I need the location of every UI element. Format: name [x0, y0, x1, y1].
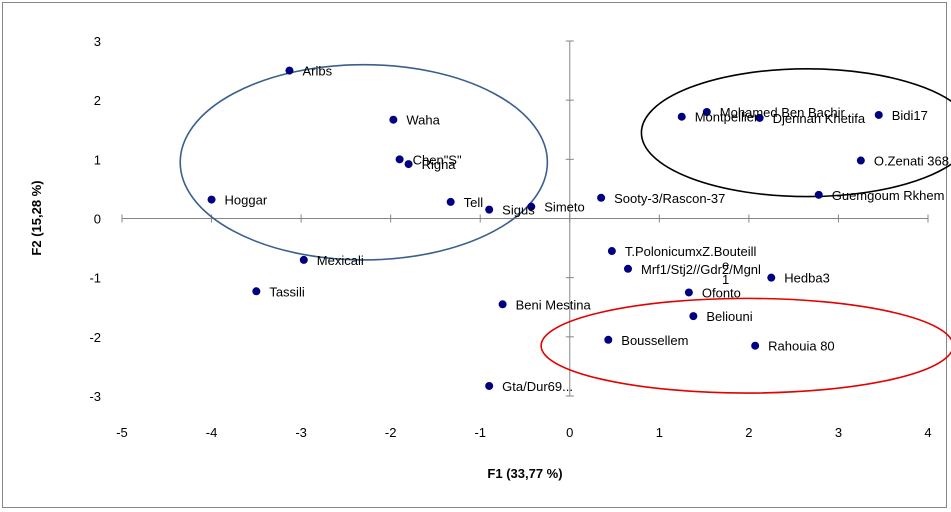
data-point	[677, 112, 686, 121]
data-point	[856, 156, 865, 165]
x-tick-label: 1	[656, 425, 663, 440]
cluster-ellipses	[179, 63, 951, 394]
data-point	[299, 255, 308, 264]
data-point	[702, 108, 711, 116]
data-point	[485, 205, 494, 214]
y-tick-label: -2	[89, 330, 101, 345]
point-label: Mohamed Ben Bachir	[720, 105, 846, 120]
cluster-ellipse	[179, 63, 549, 261]
data-point	[389, 115, 398, 124]
point-label: Guemgoum Rkhem	[832, 188, 945, 203]
data-point	[498, 300, 507, 309]
point-label: Sooty-3/Rascon-37	[614, 191, 725, 206]
point-label: Waha	[406, 113, 440, 128]
x-tick-label: 0	[566, 425, 573, 440]
data-point	[684, 288, 693, 297]
point-label: O.Zenati 368	[874, 154, 949, 169]
point-label: Gta/Dur69...	[502, 379, 573, 394]
y-tick-label: -1	[89, 271, 101, 286]
data-point	[755, 113, 764, 122]
data-point	[446, 197, 455, 206]
x-axis-title: F1 (33,77 %)	[487, 466, 562, 481]
data-points	[207, 66, 883, 390]
point-label: T.PolonicumxZ.Bouteill	[625, 244, 757, 259]
x-tick-label: 4	[924, 425, 931, 440]
y-axis-title: F2 (15,28 %)	[29, 180, 44, 255]
annotation-label: 1	[722, 272, 729, 287]
x-tick-label: -1	[474, 425, 486, 440]
point-label: Tell	[464, 195, 484, 210]
point-label: Hedba3	[784, 271, 830, 286]
data-point	[404, 160, 413, 169]
cluster-ellipse	[540, 297, 951, 394]
data-point	[527, 202, 536, 211]
point-label: Tassili	[269, 284, 305, 299]
data-point	[874, 110, 883, 119]
data-point	[689, 312, 698, 321]
point-label: Beliouni	[706, 309, 752, 324]
point-label: Sigus	[502, 203, 535, 218]
axes: -5 -4 -3 -2 -1 0 1 2 3 4 3 2 1 0 -1 -2 -3	[89, 34, 931, 440]
point-label: Bidi17	[892, 108, 928, 123]
y-tick-label: 3	[94, 34, 101, 49]
x-tick-label: -3	[295, 425, 307, 440]
point-label: Chen"S"	[413, 152, 462, 167]
point-labels: Aribs Waha Chen"S"Righa Hoggar Tell Sigus Sime…	[225, 64, 949, 394]
point-label: Beni Mestina	[516, 297, 592, 312]
point-label: Mrf1/Stj2//Gdr2/Mgnl	[641, 262, 761, 277]
x-tick-label: 2	[745, 425, 752, 440]
y-tick-label: -3	[89, 389, 101, 404]
data-point	[485, 381, 494, 390]
point-label: Righa	[422, 157, 457, 172]
data-point	[623, 264, 632, 273]
data-point	[604, 335, 613, 344]
y-tick-label: 1	[94, 152, 101, 167]
x-tick-label: -4	[206, 425, 218, 440]
data-point	[395, 155, 404, 164]
y-tick-label: 0	[94, 212, 101, 227]
x-tick-label: -5	[116, 425, 128, 440]
point-label: Montpellier	[695, 110, 759, 125]
data-point	[607, 247, 616, 256]
point-label: Simeto	[544, 200, 584, 215]
point-label: Djennah Khetifa	[773, 111, 866, 126]
cluster-ellipse	[640, 68, 951, 198]
point-label: Mexicali	[317, 253, 364, 268]
y-tick-label: 2	[94, 93, 101, 108]
point-label: Ofonto	[702, 285, 741, 300]
point-label: Aribs	[302, 64, 332, 79]
point-label: Hoggar	[225, 193, 268, 208]
annotation-label: e	[722, 258, 729, 273]
data-point	[814, 190, 823, 199]
data-point	[285, 66, 294, 75]
data-point	[751, 341, 760, 350]
point-label: Rahouia 80	[768, 339, 835, 354]
x-tick-label: -2	[385, 425, 397, 440]
point-label: Boussellem	[621, 333, 688, 348]
data-point	[207, 195, 216, 204]
data-point	[767, 273, 776, 282]
data-point	[597, 193, 606, 202]
x-tick-label: 3	[835, 425, 842, 440]
data-point	[252, 287, 261, 296]
